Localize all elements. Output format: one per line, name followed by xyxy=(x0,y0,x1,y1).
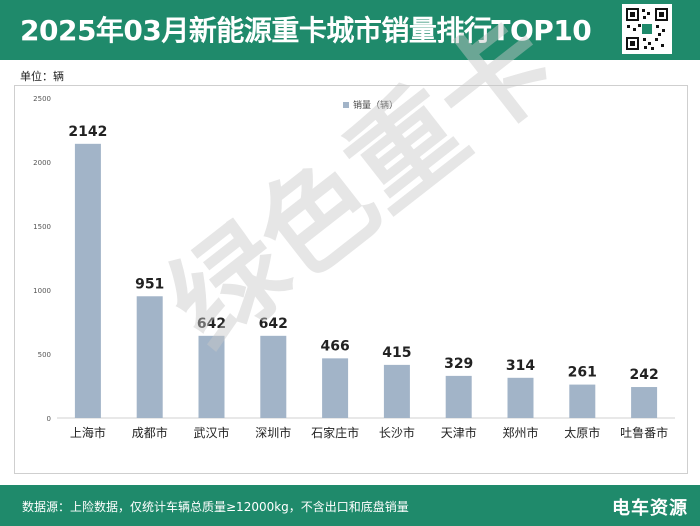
data-label: 642 xyxy=(197,316,226,332)
data-label: 466 xyxy=(320,338,349,354)
x-tick-label: 郑州市 xyxy=(502,425,538,440)
y-tick-label: 2000 xyxy=(33,159,51,167)
y-tick-label: 500 xyxy=(38,351,51,359)
page-title: 2025年03月新能源重卡城市销量排行TOP10 xyxy=(20,14,592,47)
bar-chart: 0 500 1000 1500 2000 2500 2142 上海市 951 成都市 642 武汉市 6… xyxy=(33,95,675,440)
x-tick-label: 武汉市 xyxy=(193,425,229,440)
data-label: 2142 xyxy=(68,124,107,140)
bar xyxy=(322,358,349,418)
data-label: 314 xyxy=(506,358,535,374)
y-tick-label: 1000 xyxy=(33,287,51,295)
y-tick-label: 2500 xyxy=(33,95,51,103)
data-source-note: 数据源：上险数据，仅统计车辆总质量≥12000kg，不含出口和底盘销量 xyxy=(22,500,409,514)
brand-logo: 电车资源 xyxy=(612,498,688,519)
chart-container: 0 500 1000 1500 2000 2500 2142 上海市 951 成都市 642 武汉市 6… xyxy=(14,85,688,474)
header-banner: 2025年03月新能源重卡城市销量排行TOP10 xyxy=(0,0,700,60)
bar xyxy=(198,335,225,418)
data-label: 261 xyxy=(568,365,597,381)
x-tick-label: 天津市 xyxy=(441,425,477,440)
bar xyxy=(445,375,472,418)
data-label: 642 xyxy=(259,316,288,332)
x-tick-label: 深圳市 xyxy=(255,425,291,440)
data-label: 329 xyxy=(444,356,473,372)
unit-label: 单位：辆 xyxy=(20,70,64,83)
bar xyxy=(383,364,410,418)
x-tick-label: 太原市 xyxy=(564,425,600,440)
bar xyxy=(136,296,163,418)
bar xyxy=(631,387,658,418)
footer-banner: 数据源：上险数据，仅统计车辆总质量≥12000kg，不含出口和底盘销量 电车资源 xyxy=(0,485,700,526)
legend-swatch xyxy=(343,102,349,108)
y-tick-label: 1500 xyxy=(33,223,51,231)
x-tick-label: 石家庄市 xyxy=(311,425,359,440)
data-label: 415 xyxy=(382,345,411,361)
bar xyxy=(74,143,101,418)
data-label: 951 xyxy=(135,276,164,292)
x-tick-label: 吐鲁番市 xyxy=(620,425,668,440)
bar xyxy=(569,384,596,418)
x-tick-label: 上海市 xyxy=(70,425,106,440)
x-tick-label: 长沙市 xyxy=(379,425,415,440)
data-label: 242 xyxy=(629,367,658,383)
qr-code-icon xyxy=(622,4,672,54)
y-tick-label: 0 xyxy=(47,415,51,423)
x-tick-label: 成都市 xyxy=(132,425,168,440)
bar xyxy=(507,377,534,418)
bar xyxy=(260,335,287,418)
legend-label: 销量（辆） xyxy=(353,99,398,111)
